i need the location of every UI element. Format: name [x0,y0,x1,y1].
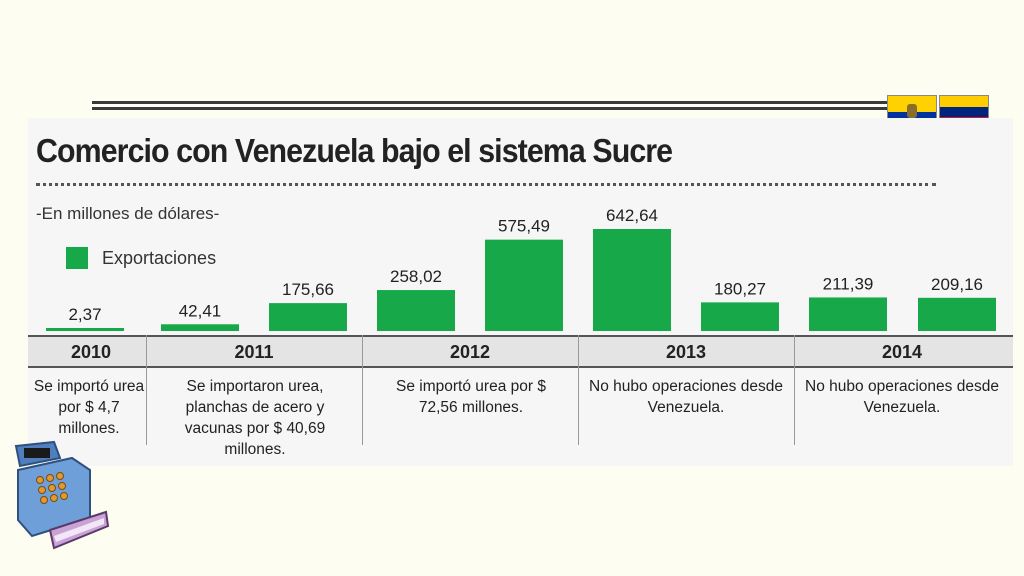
legend-swatch [66,247,88,269]
bar-value-label: 180,27 [714,279,766,298]
chart-subtitle: -En millones de dólares- [36,204,220,223]
note-2012: Se importó urea por $ 72,56 millones. [396,378,546,416]
year-axis [28,335,1013,368]
note-2010: Se importó urea por $ 4,7 millones. [33,378,145,437]
bar-value-label: 209,16 [931,275,983,294]
bar-2014-7 [809,297,887,331]
bar-value-label: 211,39 [823,274,874,293]
year-label-2014: 2014 [881,342,923,362]
note-2011: Se importaron urea, planchas de acero y … [184,378,326,458]
note-2013: No hubo operaciones desde Venezuela. [589,378,783,416]
year-label-2011: 2011 [234,342,274,362]
cash-register-icon [14,440,110,550]
bar-2012-4 [485,239,563,331]
year-separator [794,335,795,445]
title-divider [36,183,936,186]
year-separator [578,335,579,445]
bar-2011-2 [269,303,347,331]
top-rule-secondary [92,107,892,110]
bar-value-label: 42,41 [179,301,222,320]
bar-value-label: 175,66 [282,280,334,299]
year-separator [146,335,147,445]
bar-2013-6 [701,302,779,331]
year-label-2010: 2010 [70,342,112,362]
year-label-2012: 2012 [449,342,491,362]
bar-value-label: 2,37 [68,305,101,324]
top-rule [92,101,892,104]
bar-2014-8 [918,297,996,331]
bar-value-label: 642,64 [606,206,658,225]
note-2014: No hubo operaciones desde Venezuela. [805,378,999,416]
bar-2011-1 [161,324,239,331]
legend: Exportaciones [66,247,216,269]
chart-title: Comercio con Venezuela bajo el sistema S… [36,132,673,169]
bar-2013-5 [593,229,671,331]
bar-value-label: 575,49 [498,217,550,236]
year-separator [362,335,363,445]
bar-2010-0 [46,328,124,331]
bar-2012-3 [377,290,455,331]
bar-value-label: 258,02 [390,267,442,286]
year-label-2013: 2013 [665,342,707,362]
legend-label: Exportaciones [102,247,217,268]
